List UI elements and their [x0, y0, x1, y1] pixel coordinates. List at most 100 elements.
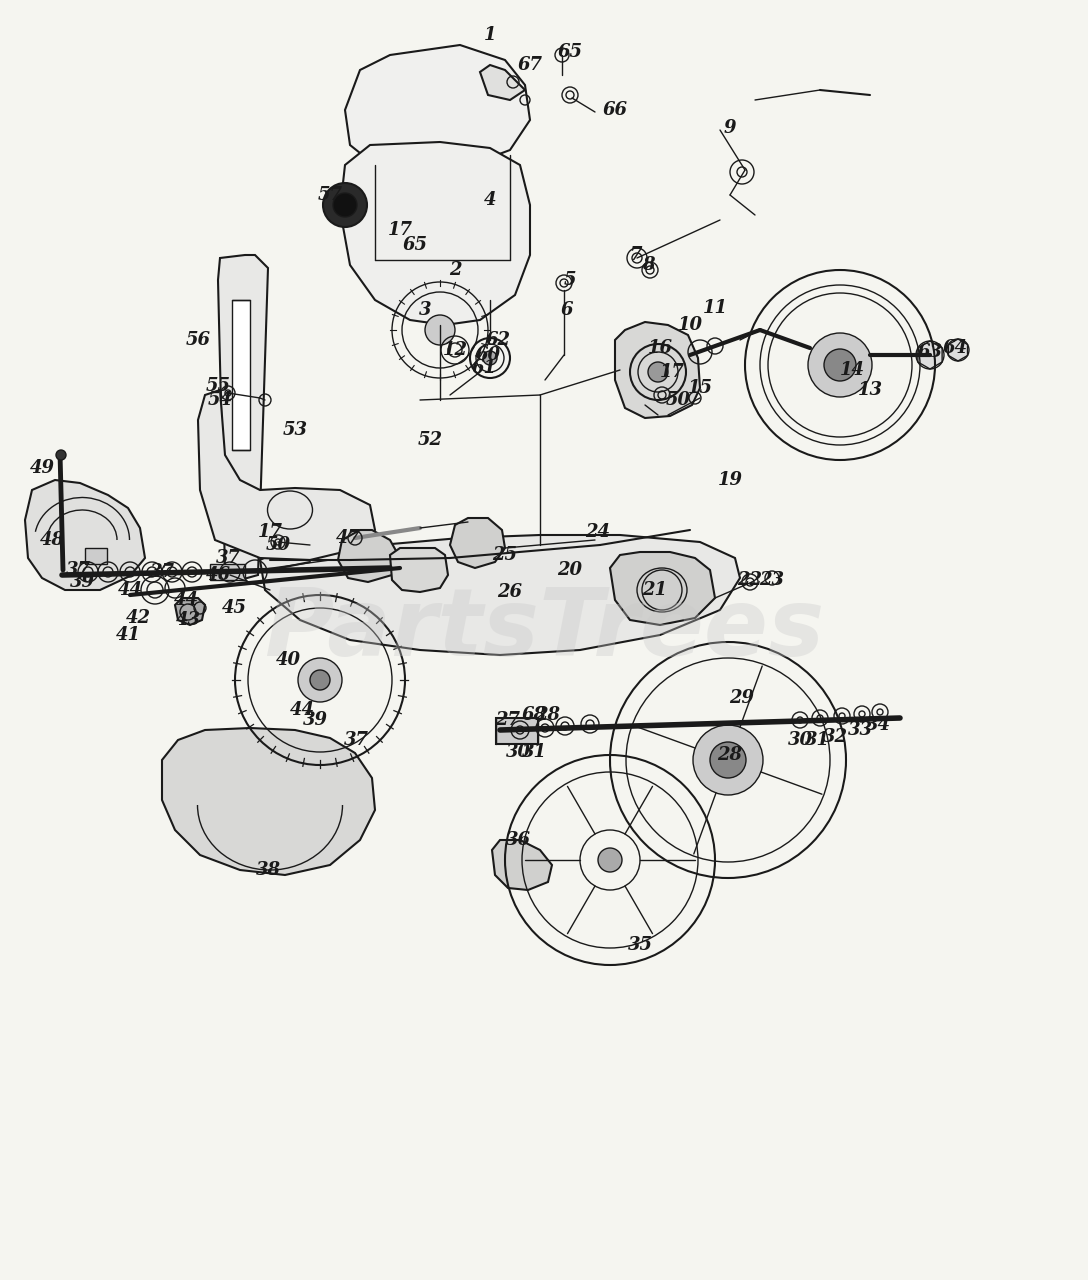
Text: 39: 39	[302, 710, 327, 730]
Text: 8: 8	[642, 256, 654, 274]
Text: 7: 7	[629, 246, 641, 264]
Text: 23: 23	[759, 571, 784, 589]
Bar	[496, 718, 537, 744]
Text: 17: 17	[387, 221, 412, 239]
Circle shape	[808, 333, 871, 397]
Text: 47: 47	[335, 529, 360, 547]
Text: 13: 13	[857, 381, 882, 399]
Text: 35: 35	[628, 936, 653, 954]
Text: 41: 41	[115, 626, 140, 644]
Text: 10: 10	[678, 316, 703, 334]
Text: 25: 25	[493, 547, 518, 564]
Text: 50: 50	[265, 536, 290, 554]
Text: 14: 14	[840, 361, 865, 379]
Circle shape	[483, 351, 497, 365]
Text: 21: 21	[643, 581, 668, 599]
Circle shape	[693, 724, 763, 795]
Text: 39: 39	[70, 573, 95, 591]
Text: 65: 65	[403, 236, 428, 253]
Polygon shape	[492, 840, 552, 890]
Text: 1: 1	[484, 26, 496, 44]
Text: 38: 38	[256, 861, 281, 879]
Text: 9: 9	[724, 119, 737, 137]
Polygon shape	[615, 323, 700, 419]
Text: 32: 32	[823, 728, 848, 746]
Text: 40: 40	[275, 652, 300, 669]
Text: 16: 16	[647, 339, 672, 357]
Bar	[85, 548, 107, 564]
Text: 49: 49	[29, 460, 54, 477]
Text: 46: 46	[206, 566, 231, 584]
Circle shape	[55, 451, 66, 460]
Polygon shape	[218, 255, 268, 580]
Text: 30: 30	[506, 742, 531, 762]
Text: 17: 17	[258, 524, 283, 541]
Text: 22: 22	[738, 571, 763, 589]
Circle shape	[310, 669, 330, 690]
Text: 33: 33	[848, 721, 873, 739]
Polygon shape	[25, 480, 145, 590]
Text: 65: 65	[557, 44, 582, 61]
Polygon shape	[338, 530, 400, 582]
Text: 28: 28	[717, 746, 742, 764]
Text: 62: 62	[485, 332, 510, 349]
Text: 17: 17	[659, 364, 684, 381]
Text: 28: 28	[535, 707, 560, 724]
Text: 67: 67	[518, 56, 543, 74]
Circle shape	[648, 362, 668, 381]
Circle shape	[710, 742, 746, 778]
Circle shape	[598, 849, 622, 872]
Polygon shape	[480, 65, 526, 100]
Polygon shape	[175, 598, 205, 625]
Text: 19: 19	[717, 471, 742, 489]
Polygon shape	[198, 390, 375, 561]
Text: 15: 15	[688, 379, 713, 397]
Text: 3: 3	[419, 301, 431, 319]
Circle shape	[323, 183, 367, 227]
Text: 6: 6	[560, 301, 573, 319]
Text: 56: 56	[185, 332, 210, 349]
Text: PartsTrees: PartsTrees	[264, 584, 824, 676]
Text: 37: 37	[65, 561, 90, 579]
Polygon shape	[260, 535, 740, 655]
Text: 55: 55	[206, 378, 231, 396]
Polygon shape	[450, 518, 505, 568]
Bar	[210, 564, 245, 580]
Text: 54: 54	[208, 390, 233, 410]
Text: 34: 34	[865, 716, 890, 733]
Text: 5: 5	[564, 271, 577, 289]
Polygon shape	[345, 45, 530, 170]
Text: 48: 48	[39, 531, 64, 549]
Polygon shape	[610, 552, 715, 625]
Polygon shape	[390, 548, 448, 591]
Polygon shape	[339, 142, 530, 325]
Text: 37: 37	[344, 731, 369, 749]
Text: 27: 27	[495, 710, 520, 730]
Text: 60: 60	[475, 346, 500, 364]
Polygon shape	[162, 728, 375, 876]
Text: 31: 31	[804, 731, 829, 749]
Text: 2: 2	[448, 261, 461, 279]
Text: 42: 42	[125, 609, 150, 627]
Text: 63: 63	[917, 343, 942, 361]
Text: 44: 44	[118, 581, 143, 599]
Text: 37: 37	[215, 549, 240, 567]
Text: 30: 30	[788, 731, 813, 749]
Text: 26: 26	[497, 582, 522, 602]
Text: 11: 11	[703, 300, 728, 317]
Text: 64: 64	[942, 339, 967, 357]
Text: 68: 68	[521, 707, 546, 724]
Text: 57: 57	[318, 186, 343, 204]
Text: 36: 36	[506, 831, 531, 849]
Text: 20: 20	[557, 561, 582, 579]
Text: 29: 29	[729, 689, 754, 707]
Text: 53: 53	[283, 421, 308, 439]
Text: 44: 44	[289, 701, 314, 719]
Circle shape	[333, 193, 357, 218]
Text: 37: 37	[149, 563, 174, 581]
Text: 61: 61	[471, 358, 496, 378]
Text: 52: 52	[418, 431, 443, 449]
Text: 66: 66	[603, 101, 628, 119]
Text: 50: 50	[666, 390, 691, 410]
Text: 43: 43	[175, 611, 200, 628]
